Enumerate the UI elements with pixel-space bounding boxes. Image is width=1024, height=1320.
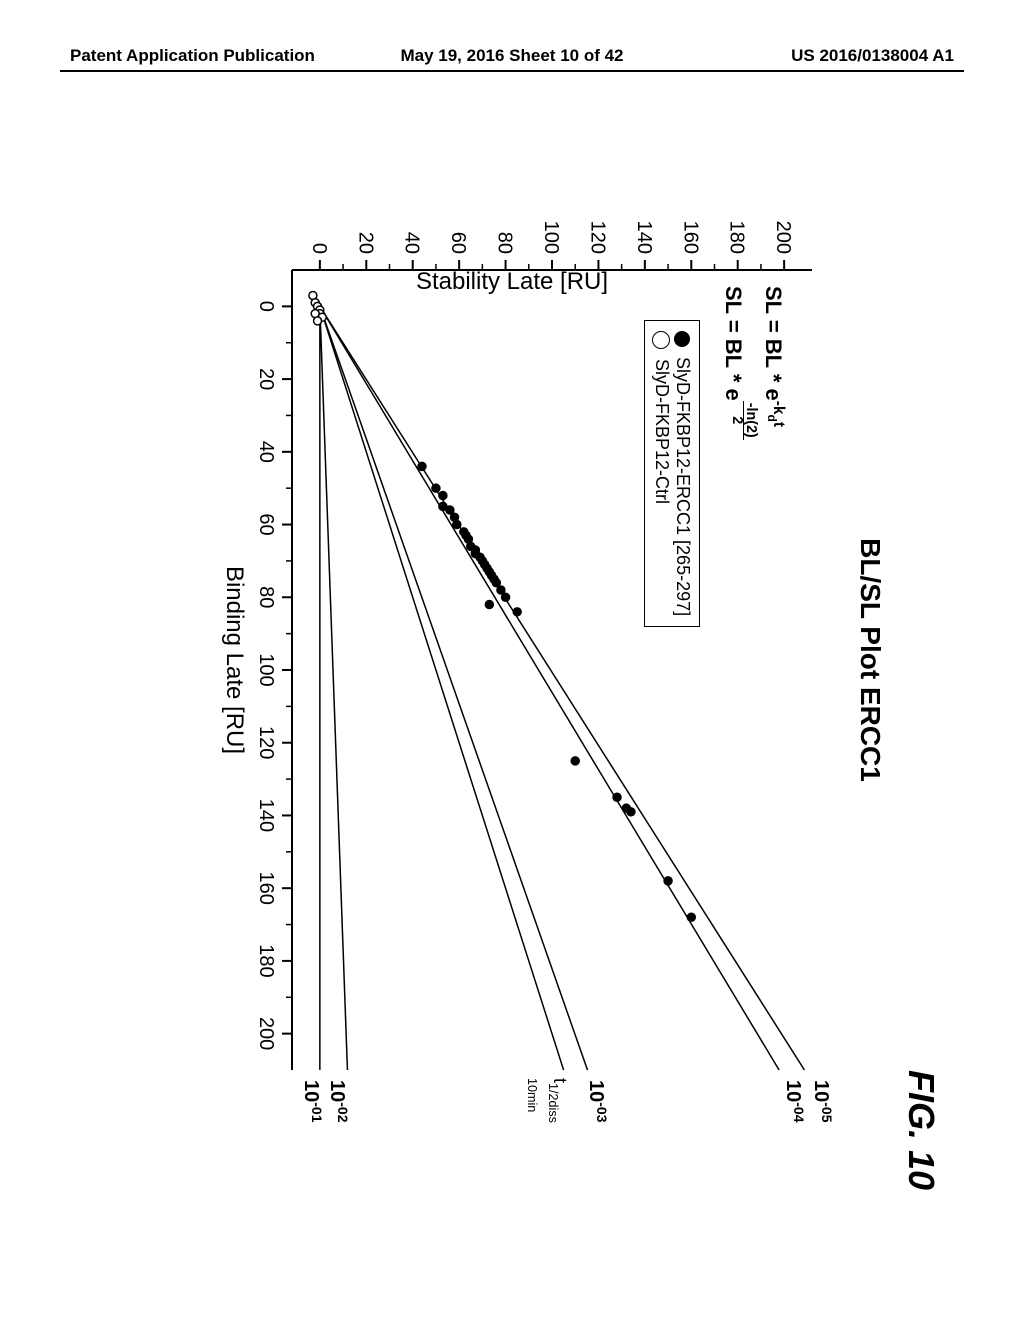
header-right: US 2016/0138004 A1 [791,46,954,66]
legend-label: SlyD-FKBP12-ERCC1 [265-297] [672,357,693,616]
x-axis-label: Binding Late [RU] [220,170,248,1150]
kd-exponent-label: 10-02 [325,1080,348,1122]
figure-wrap-rotated: FIG. 10 BL/SL Plot ERCC1 020406080100120… [22,300,1002,1020]
svg-text:180: 180 [255,944,277,977]
open-circle-icon [653,331,671,349]
page-root: Patent Application Publication May 19, 2… [0,0,1024,1320]
svg-text:100: 100 [255,653,277,686]
plot-host: FIG. 10 BL/SL Plot ERCC1 020406080100120… [182,170,842,1150]
equation-text: SL = BL * e-ln(2)2 [718,286,746,440]
legend-row: SlyD-FKBP12-Ctrl [651,331,672,616]
figure-label: FIG. 10 [900,890,942,1190]
chart-title: BL/SL Plot ERCC1 [854,170,886,1150]
svg-text:200: 200 [255,1017,277,1050]
kd-exponent-label: 10-04 [781,1080,804,1122]
kd-exponent-label: 10-03 [584,1080,607,1122]
svg-text:120: 120 [255,726,277,759]
equation-text: SL = BL * e-kdt [760,286,786,427]
svg-text:80: 80 [255,586,277,608]
legend-label: SlyD-FKBP12-Ctrl [651,359,672,504]
svg-text:140: 140 [255,799,277,832]
legend-row: SlyD-FKBP12-ERCC1 [265-297] [672,331,693,616]
legend-box: SlyD-FKBP12-ERCC1 [265-297]SlyD-FKBP12-C… [644,320,700,627]
svg-text:40: 40 [255,441,277,463]
filled-circle-icon [675,331,691,347]
thalf-label: t1/2diss 10min [528,1078,570,1150]
svg-text:160: 160 [255,871,277,904]
kd-exponent-label: 10-05 [809,1080,832,1122]
kd-exponent-label: 10-01 [299,1080,322,1122]
page-header: Patent Application Publication May 19, 2… [0,42,1024,70]
svg-text:60: 60 [255,513,277,535]
header-rule [60,70,964,72]
